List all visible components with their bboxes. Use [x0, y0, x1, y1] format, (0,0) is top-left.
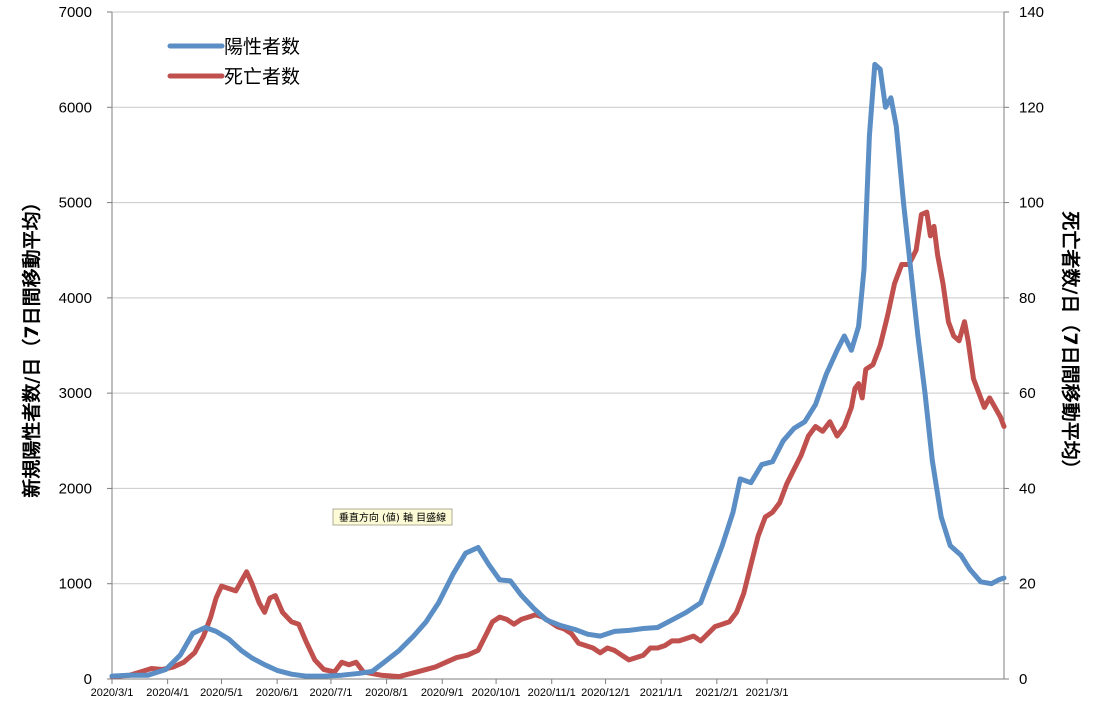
axes	[107, 11, 1009, 684]
gridlines	[112, 11, 1004, 585]
y-tick-label: 7000	[59, 4, 92, 21]
y2-tick-label: 100	[1019, 195, 1044, 212]
left-y-axis-title: 新規陽性者数/日（7日間移動平均）	[20, 192, 43, 497]
y-tick-label: 0	[84, 671, 92, 688]
tooltip-text: 垂直方向 (値) 軸 目盛線	[339, 511, 446, 524]
series-line-deaths	[109, 209, 1007, 680]
y2-tick-label: 60	[1019, 385, 1036, 402]
x-tick-labels: 2020/3/1 2020/4/1 2020/5/1 2020/6/1 2020/7/1…	[91, 687, 789, 699]
x-tick-label: 2021/1/1	[640, 687, 683, 699]
y2-tick-label: 20	[1019, 576, 1036, 593]
x-tick-label: 2020/10/1	[472, 687, 521, 699]
x-tick-label: 2020/12/1	[581, 687, 630, 699]
x-tick-label: 2021/2/1	[695, 687, 738, 699]
y2-tick-label: 40	[1019, 480, 1036, 497]
legend-label-deaths: 死亡者数	[224, 66, 300, 88]
y-tick-label: 2000	[59, 480, 92, 497]
x-tick-label: 2020/11/1	[528, 687, 576, 699]
y-tick-label: 5000	[59, 195, 92, 212]
series-lines	[109, 61, 1007, 680]
x-tick-label: 2020/7/1	[310, 687, 353, 699]
right-y-tick-labels: 0 20 40 60 80 100 120 140	[1019, 4, 1044, 688]
y2-tick-label: 0	[1019, 671, 1027, 688]
gridline-tooltip: 垂直方向 (値) 軸 目盛線	[332, 508, 453, 526]
x-tick-label: 2020/8/1	[365, 687, 408, 699]
y2-tick-label: 80	[1019, 290, 1036, 307]
series-line-positive	[109, 61, 1007, 679]
y-tick-label: 4000	[59, 290, 92, 307]
left-y-tick-labels: 0 1000 2000 3000 4000 5000 6000 7000	[59, 4, 92, 688]
legend-label-positive: 陽性者数	[224, 36, 300, 58]
y2-tick-label: 120	[1019, 99, 1044, 116]
y2-tick-label: 140	[1019, 4, 1044, 21]
x-tick-label: 2020/5/1	[200, 687, 243, 699]
x-tick-label: 2020/4/1	[146, 687, 189, 699]
y-tick-label: 1000	[59, 576, 92, 593]
x-tick-label: 2020/3/1	[91, 687, 134, 699]
x-tick-label: 2020/9/1	[421, 687, 464, 699]
x-tick-label: 2021/3/1	[746, 687, 789, 699]
y-tick-label: 3000	[59, 385, 92, 402]
x-tick-label: 2020/6/1	[256, 687, 299, 699]
right-y-axis-title: 死亡者数/日（7日間移動平均）	[1059, 211, 1082, 478]
legend: 陽性者数 死亡者数	[167, 36, 300, 88]
y-tick-label: 6000	[59, 99, 92, 116]
tooltip-box	[332, 508, 453, 526]
